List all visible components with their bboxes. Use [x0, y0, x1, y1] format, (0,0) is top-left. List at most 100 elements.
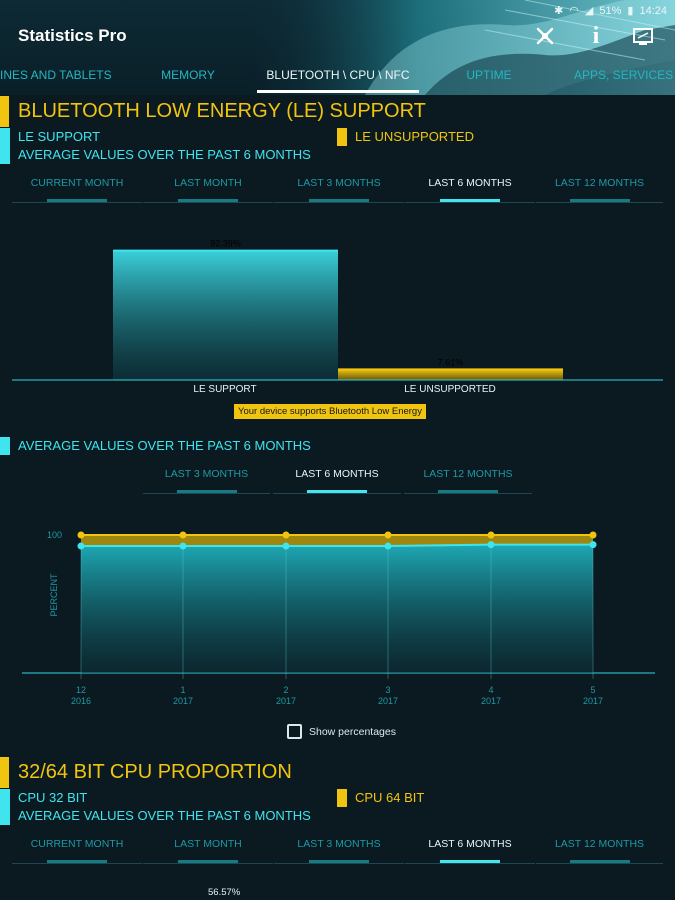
subtitle-swatch [0, 807, 10, 825]
period-label: LAST MONTH [174, 838, 242, 850]
period-label: CURRENT MONTH [30, 177, 124, 189]
legend-swatch-le-support [0, 128, 10, 146]
period-indicator [47, 860, 107, 863]
tab-bluetooth-cpu-nfc[interactable]: BLUETOOTH \ CPU \ NFC [266, 68, 410, 82]
active-tab-indicator [257, 90, 419, 93]
bar-value-label: 92.39% [210, 239, 241, 249]
period-last-3-months[interactable]: LAST 3 MONTHS [274, 175, 404, 203]
history-period-last-3-months[interactable]: LAST 3 MONTHS [143, 466, 270, 494]
period-indicator [176, 490, 237, 493]
period-current-month[interactable]: CURRENT MONTH [12, 175, 142, 203]
cpu-period-current-month[interactable]: CURRENT MONTH [12, 836, 142, 864]
le-support-point [589, 541, 597, 549]
bar-value-label: 7.61% [438, 357, 464, 367]
hero-hand-image [245, 0, 675, 95]
app-title: Statistics Pro [18, 26, 127, 45]
x-tick-year: 2017 [173, 696, 193, 706]
tab-memory[interactable]: MEMORY [161, 68, 215, 82]
x-tick-label: 4 [488, 685, 493, 695]
cpu-bar-value-label: 56.57% [208, 887, 241, 898]
period-indicator [309, 860, 369, 863]
period-label: LAST 3 MONTHS [297, 177, 381, 189]
le-unsupported-point [179, 531, 187, 539]
period-label: LAST 6 MONTHS [428, 177, 512, 189]
history-period-last-6-months[interactable]: LAST 6 MONTHS [273, 466, 401, 494]
main-tabs: INES AND TABLETS MEMORY BLUETOOTH \ CPU … [0, 60, 675, 92]
x-tick-year: 2017 [276, 696, 296, 706]
chart-subtitle: AVERAGE VALUES OVER THE PAST 6 MONTHS [18, 147, 311, 162]
cpu-subtitle: AVERAGE VALUES OVER THE PAST 6 MONTHS [18, 808, 311, 823]
bar-1 [338, 369, 563, 380]
tab-phones-tablets[interactable]: INES AND TABLETS [0, 68, 112, 82]
app-bar: ✱ ◠ ◢ 51% ▮ 14:24 Statistics Pro i INES … [0, 0, 675, 95]
le-unsupported-point [282, 531, 290, 539]
le-support-point [487, 541, 495, 549]
legend-swatch-le-unsupported [337, 128, 347, 146]
period-label: LAST 6 MONTHS [428, 838, 512, 850]
cpu-period-last-month[interactable]: LAST MONTH [143, 836, 273, 864]
legend-cpu32: CPU 32 BIT [18, 790, 88, 805]
period-label: LAST 3 MONTHS [164, 468, 249, 480]
cpu-period-last-6-months[interactable]: LAST 6 MONTHS [405, 836, 535, 864]
x-tick-year: 2017 [481, 696, 501, 706]
period-last-month[interactable]: LAST MONTH [143, 175, 273, 203]
le-unsupported-point [589, 531, 597, 539]
period-indicator [569, 860, 630, 863]
period-indicator [307, 490, 367, 493]
history-subtitle: AVERAGE VALUES OVER THE PAST 6 MONTHS [18, 438, 311, 453]
x-tick-year: 2017 [583, 696, 603, 706]
period-last-6-months[interactable]: LAST 6 MONTHS [405, 175, 535, 203]
le-history-area-chart: 1220161201722017320174201752017100PERCEN… [22, 530, 655, 706]
info-icon[interactable]: i [592, 22, 600, 49]
legend-swatch-cpu32 [0, 789, 10, 807]
x-tick-label: 1 [180, 685, 185, 695]
x-tick-label: 5 [590, 685, 595, 695]
le-unsupported-point [384, 531, 392, 539]
clock: 14:24 [639, 4, 667, 17]
bluetooth-icon: ✱ [554, 5, 564, 17]
period-indicator [47, 199, 107, 202]
period-indicator [438, 490, 498, 493]
le-support-point [384, 542, 392, 550]
history-period-last-12-months[interactable]: LAST 12 MONTHS [404, 466, 532, 494]
period-label: LAST 12 MONTHS [554, 838, 645, 850]
show-percentages-checkbox[interactable] [287, 724, 302, 739]
le-support-point [179, 542, 187, 550]
screen-icon[interactable] [629, 22, 657, 50]
tools-icon[interactable] [531, 22, 559, 50]
tab-apps-services[interactable]: APPS, SERVICES [574, 68, 674, 82]
period-last-12-months[interactable]: LAST 12 MONTHS [536, 175, 663, 203]
status-bar: ✱ ◠ ◢ 51% ▮ 14:24 [554, 4, 667, 18]
period-indicator [569, 199, 630, 202]
le-support-area [81, 544, 593, 673]
legend-swatch-cpu64 [337, 789, 347, 807]
period-label: LAST 12 MONTHS [423, 468, 513, 480]
period-indicator [440, 860, 500, 863]
period-label: LAST 12 MONTHS [554, 177, 645, 189]
category-label-le-unsupported: LE UNSUPPORTED [404, 384, 496, 395]
cpu-period-last-12-months[interactable]: LAST 12 MONTHS [536, 836, 663, 864]
period-label: LAST 6 MONTHS [295, 468, 379, 480]
x-tick-year: 2016 [71, 696, 91, 706]
y-axis-label: PERCENT [49, 573, 59, 617]
le-support-point [77, 542, 85, 550]
signal-icon: ◢ [584, 5, 594, 17]
tab-uptime[interactable]: UPTIME [466, 68, 512, 82]
cpu-period-last-3-months[interactable]: LAST 3 MONTHS [274, 836, 404, 864]
subtitle-swatch [0, 437, 10, 455]
le-support-line [81, 543, 593, 548]
wifi-icon: ◠ [569, 5, 579, 17]
le-unsupported-point [77, 531, 85, 539]
period-indicator [178, 860, 238, 863]
section-title: BLUETOOTH LOW ENERGY (LE) SUPPORT [18, 100, 426, 122]
x-tick-label: 12 [76, 685, 86, 695]
x-tick-year: 2017 [378, 696, 398, 706]
le-unsupported-band [81, 535, 593, 547]
x-tick-label: 3 [385, 685, 390, 695]
legend-le-support: LE SUPPORT [18, 129, 101, 144]
period-indicator [178, 199, 238, 202]
period-indicator [309, 199, 369, 202]
period-label: LAST 3 MONTHS [297, 838, 381, 850]
battery-icon: ▮ [627, 5, 634, 17]
device-support-note: Your device supports Bluetooth Low Energ… [234, 404, 426, 419]
